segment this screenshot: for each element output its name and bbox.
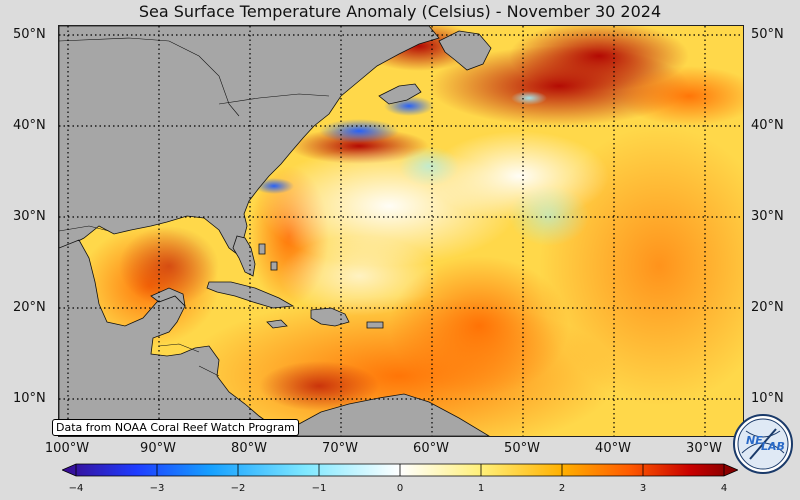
lat-label-40n: 40°N	[13, 118, 46, 133]
colorbar-tick-label: 3	[639, 483, 647, 494]
lat-label-30n: 30°N	[13, 209, 46, 224]
lon-label-80w: 80°W	[231, 441, 267, 456]
nexlab-logo: NE LAB	[732, 413, 794, 475]
lon-label-40w: 40°W	[595, 441, 631, 456]
lon-label-30w: 30°W	[686, 441, 722, 456]
colorbar-tick-label: 2	[558, 483, 566, 494]
lat-label-50n: 50°N	[13, 27, 46, 42]
central-america-land	[59, 239, 286, 436]
hispaniola-land	[310, 307, 350, 327]
logo-text-lab: LAB	[761, 440, 785, 453]
colorbar-tick-label: 4	[720, 483, 728, 494]
colorbar-tick-label: −2	[230, 483, 246, 494]
logo-text-ne: NE	[746, 434, 763, 447]
colorbar-tick-label: −4	[68, 483, 84, 494]
north-america-land	[59, 26, 440, 255]
political-borders	[59, 37, 330, 377]
lon-label-100w: 100°W	[44, 441, 90, 456]
colorbar-tick-label: 0	[396, 483, 404, 494]
nexlab-globe-icon: NE LAB	[733, 414, 793, 474]
lat-label-20n-right: 20°N	[751, 300, 784, 315]
lat-label-20n: 20°N	[13, 300, 46, 315]
lat-label-50n-right: 50°N	[751, 27, 784, 42]
sst-anomaly-map	[58, 25, 744, 437]
lat-label-40n-right: 40°N	[751, 118, 784, 133]
colorbar-ticks	[75, 464, 725, 476]
land-masses	[59, 26, 492, 436]
jamaica-land	[266, 319, 288, 329]
lat-label-10n: 10°N	[13, 391, 46, 406]
nova-scotia-land	[378, 83, 422, 105]
newfoundland-land	[438, 30, 492, 71]
lon-label-60w: 60°W	[413, 441, 449, 456]
colorbar-tick-label: −1	[311, 483, 327, 494]
map-canvas	[59, 26, 743, 436]
lon-label-90w: 90°W	[140, 441, 176, 456]
bahamas-land	[258, 243, 266, 255]
bahamas-land-2	[270, 261, 278, 271]
lat-label-10n-right: 10°N	[751, 391, 784, 406]
colorbar-tick-label: −3	[149, 483, 165, 494]
south-america-land	[284, 393, 490, 436]
map-title: Sea Surface Temperature Anomaly (Celsius…	[138, 2, 662, 21]
data-source-note: Data from NOAA Coral Reef Watch Program	[52, 419, 299, 436]
graticule	[59, 26, 743, 436]
lon-label-50w: 50°W	[504, 441, 540, 456]
colorbar	[60, 462, 740, 477]
colorbar-tick-label: 1	[477, 483, 485, 494]
lat-label-30n-right: 30°N	[751, 209, 784, 224]
lon-label-70w: 70°W	[322, 441, 358, 456]
puerto-rico-land	[366, 321, 384, 329]
colorbar-svg	[60, 463, 740, 477]
cuba-land	[206, 281, 295, 309]
